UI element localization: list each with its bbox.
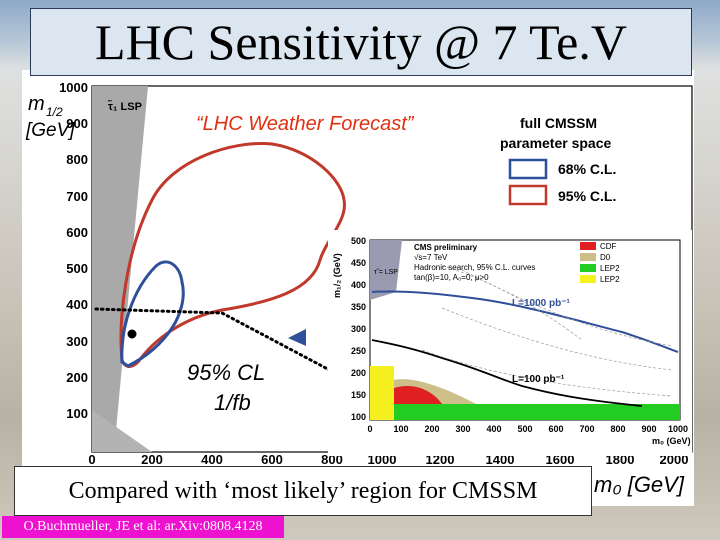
inset-legend-lep2b: LEP2 <box>600 275 620 284</box>
y-tick: 500 <box>66 261 88 276</box>
citation-badge: O.Buchmueller, JE et al: ar.Xiv:0808.412… <box>2 516 284 538</box>
inset-y-tick: 200 <box>351 368 366 378</box>
inset-lep2-yellow <box>370 366 394 420</box>
inset-x-tick: 0 <box>367 424 372 434</box>
inset-y-label: m₁/₂ (GeV) <box>332 253 342 298</box>
x-tick: 0 <box>88 452 95 466</box>
low-excluded-region <box>92 410 152 452</box>
inset-y-tick: 150 <box>351 390 366 400</box>
inset-x-tick: 100 <box>393 424 408 434</box>
inset-x-tick: 300 <box>455 424 470 434</box>
cl-label-1fb: 1/fb <box>214 390 251 415</box>
legend-label-95: 95% C.L. <box>558 188 616 204</box>
inset-y-tick: 250 <box>351 346 366 356</box>
inset-x-tick: 700 <box>579 424 594 434</box>
inset-y-tick: 300 <box>351 324 366 334</box>
y-tick: 700 <box>66 189 88 204</box>
inset-lsp-region <box>370 240 402 300</box>
contour-68cl <box>120 260 185 368</box>
inset-cms-plot: CDF D0 LEP2 LEP2 CMS preliminary √s=7 Te… <box>328 230 692 456</box>
forecast-label: “LHC Weather Forecast” <box>196 113 415 135</box>
inset-legend-swatch-d0 <box>580 253 596 261</box>
x-axis-label: m₀ [GeV] <box>590 466 694 506</box>
y-tick: 400 <box>66 297 88 312</box>
best-fit-point <box>127 329 137 339</box>
legend-label-68: 68% C.L. <box>558 161 616 177</box>
x-tick: 400 <box>201 452 223 466</box>
inset-x-tick: 200 <box>424 424 439 434</box>
inset-lep2-green <box>394 404 680 420</box>
y-axis-label-sub: 1/2 <box>46 105 63 119</box>
main-plot: 1000 900 800 700 600 500 400 300 200 100… <box>22 70 694 466</box>
inset-y-tick: 400 <box>351 280 366 290</box>
y-tick: 1000 <box>59 80 88 95</box>
inset-x-tick: 900 <box>641 424 656 434</box>
inset-label-100pb: L=100 pb⁻¹ <box>512 374 565 385</box>
slide-title: LHC Sensitivity @ 7 Te.V <box>30 8 692 76</box>
plot-canvas: 1000 900 800 700 600 500 400 300 200 100… <box>25 80 693 466</box>
contour-95cl <box>119 142 346 368</box>
y-tick: 100 <box>66 406 88 421</box>
y-axis-label-m: m <box>28 93 45 115</box>
inset-curve-100pb <box>371 339 643 407</box>
cl-legend: full CMSSM parameter space 68% C.L. 95% … <box>496 106 640 214</box>
inset-legend-swatch-cdf <box>580 242 596 250</box>
inset-legend-swatch-lep2b <box>580 275 596 283</box>
legend-title-2: parameter space <box>500 135 612 151</box>
inset-curve-1000pb <box>371 290 679 353</box>
arrow-head-left <box>288 329 306 346</box>
cl-label-95: 95% CL <box>187 360 265 385</box>
inset-header-2: √s=7 TeV <box>414 253 448 262</box>
legend-swatch-95 <box>508 184 548 206</box>
x-tick: 600 <box>261 452 283 466</box>
y-tick: 200 <box>66 370 88 385</box>
inset-x-tick: 1000 <box>668 424 688 434</box>
lsp-label: τ̃₁ LSP <box>108 100 142 113</box>
inset-legend-d0: D0 <box>600 253 611 262</box>
inset-cdf-region <box>394 385 442 404</box>
inset-lsp-label: τ̃ = LSP <box>374 269 398 276</box>
inset-legend-swatch-lep2a <box>580 264 596 272</box>
y-tick: 900 <box>66 116 88 131</box>
legend-swatch-68 <box>508 158 548 180</box>
legend-title-1: full CMSSM <box>520 115 597 131</box>
inset-legend-cdf: CDF <box>600 242 617 251</box>
lsp-excluded-region <box>92 86 148 452</box>
y-axis-label-unit: [GeV] <box>25 120 75 141</box>
y-tick: 300 <box>66 334 88 349</box>
inset-x-tick: 600 <box>548 424 563 434</box>
y-tick: 800 <box>66 152 88 167</box>
inset-x-tick: 400 <box>486 424 501 434</box>
inset-y-tick: 450 <box>351 258 366 268</box>
inset-y-tick: 500 <box>351 236 366 246</box>
inset-x-tick: 500 <box>517 424 532 434</box>
inset-y-tick: 350 <box>351 302 366 312</box>
inset-legend-lep2a: LEP2 <box>600 264 620 273</box>
inset-header-3: Hadronic search, 95% C.L. curves <box>414 263 535 272</box>
x-tick: 200 <box>141 452 163 466</box>
inset-mass-contours <box>421 265 673 397</box>
inset-header-4: tan(β)=10, A₀=0, μ>0 <box>414 273 489 282</box>
inset-label-1000pb: L=1000 pb⁻¹ <box>512 298 570 309</box>
inset-x-tick: 800 <box>610 424 625 434</box>
slide-caption: Compared with ‘most likely’ region for C… <box>14 466 592 516</box>
inset-x-label: m₀ (GeV) <box>652 436 691 446</box>
inset-header-1: CMS preliminary <box>414 243 478 252</box>
inset-y-tick: 100 <box>351 412 366 422</box>
y-tick: 600 <box>66 225 88 240</box>
